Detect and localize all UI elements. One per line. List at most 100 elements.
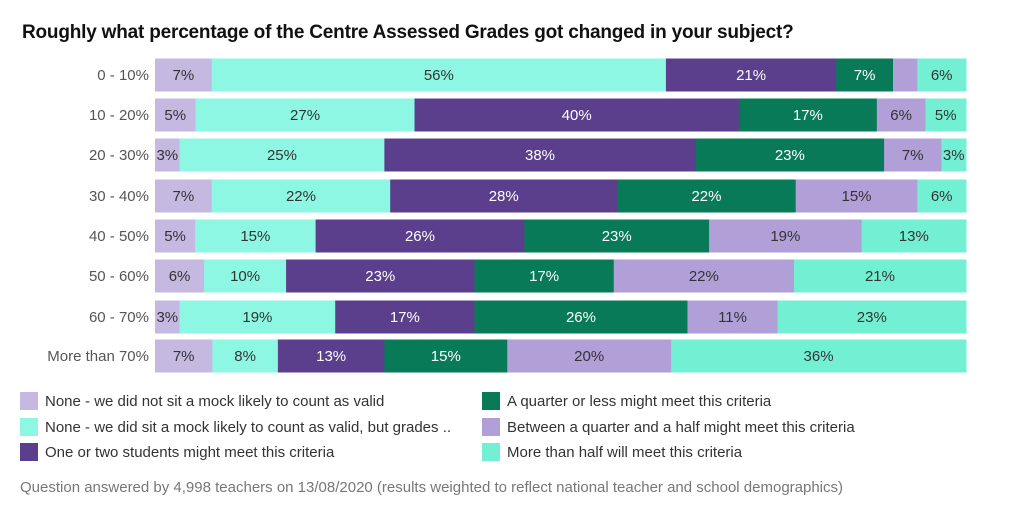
- bar-segment: [155, 219, 196, 253]
- data-label: 5%: [935, 107, 957, 124]
- data-label: 6%: [931, 188, 953, 205]
- bar-segment: [384, 339, 508, 373]
- data-label: 10%: [230, 268, 260, 285]
- data-label: 15%: [841, 188, 871, 205]
- legend-item: More than half will meet this criteria: [482, 443, 742, 461]
- bar-segment: [155, 98, 197, 132]
- data-label: 6%: [931, 67, 953, 84]
- bar-segment: [335, 300, 475, 334]
- bar-segment: [709, 219, 863, 253]
- data-label: 22%: [691, 188, 721, 205]
- data-label: 15%: [240, 228, 270, 245]
- data-label: 5%: [164, 228, 186, 245]
- bar-segment: [795, 179, 918, 213]
- data-label: 6%: [890, 107, 912, 124]
- legend-item: Between a quarter and a half might meet …: [482, 418, 855, 436]
- bar-segment: [211, 179, 391, 213]
- bar-segment: [195, 219, 317, 253]
- bar-segment: [507, 339, 672, 373]
- data-label: 23%: [365, 268, 395, 285]
- category-label: 60 - 70%: [89, 309, 149, 326]
- bar-segment: [474, 300, 688, 334]
- data-label: 23%: [857, 309, 887, 326]
- legend-swatch: [482, 418, 500, 436]
- legend-label: A quarter or less might meet this criter…: [507, 392, 772, 410]
- data-label: 22%: [689, 268, 719, 285]
- data-label: 36%: [804, 348, 834, 365]
- data-label: 17%: [793, 107, 823, 124]
- legend-swatch: [482, 392, 500, 410]
- data-label: 7%: [173, 67, 195, 84]
- category-label: More than 70%: [47, 348, 149, 365]
- bar-segment: [155, 58, 213, 92]
- category-label: 10 - 20%: [89, 107, 149, 124]
- bar-segment: [195, 98, 416, 132]
- bar-segment: [836, 58, 894, 92]
- category-label: 40 - 50%: [89, 228, 149, 245]
- data-label: 11%: [718, 309, 747, 326]
- bar-segment: [204, 259, 287, 293]
- bar-segment: [893, 58, 918, 92]
- data-label: 5%: [164, 107, 186, 124]
- bar-segment: [613, 259, 795, 293]
- data-label: 21%: [865, 268, 895, 285]
- legend-item: One or two students might meet this crit…: [20, 443, 334, 461]
- data-label: 15%: [431, 348, 461, 365]
- legend-item: None - we did not sit a mock likely to c…: [20, 392, 384, 410]
- data-label: 17%: [390, 309, 420, 326]
- bar-segment: [155, 339, 213, 373]
- data-label: 56%: [424, 67, 454, 84]
- data-label: 19%: [770, 228, 800, 245]
- bar-segment: [524, 219, 710, 253]
- data-label: 40%: [562, 107, 592, 124]
- legend-item: A quarter or less might meet this criter…: [482, 392, 771, 410]
- category-label: 30 - 40%: [89, 188, 149, 205]
- bar-segment: [179, 300, 336, 334]
- stacked-bar-chart: 0 - 10% 7% 56% 21% 7% 6% 10 - 20% 5% 27% 40% 17% 6%…: [47, 58, 967, 373]
- bar-segment: [155, 259, 205, 293]
- data-label: 7%: [173, 188, 195, 205]
- category-label: 0 - 10%: [97, 67, 149, 84]
- bar-segment: [384, 138, 697, 172]
- bar-segment: [277, 339, 385, 373]
- bar-segment: [155, 300, 181, 334]
- bar-segment: [390, 179, 618, 213]
- data-label: 6%: [169, 268, 191, 285]
- bar-segment: [925, 98, 967, 132]
- data-label: 19%: [242, 309, 272, 326]
- bar-segment: [211, 58, 667, 92]
- data-label: 26%: [405, 228, 435, 245]
- data-label: 20%: [574, 348, 604, 365]
- data-label: 3%: [156, 147, 178, 164]
- data-label: 13%: [316, 348, 346, 365]
- data-label: 23%: [602, 228, 632, 245]
- footer-note: Question answered by 4,998 teachers on 1…: [20, 479, 844, 496]
- data-label: 28%: [489, 188, 519, 205]
- bar-segment: [665, 58, 837, 92]
- data-label: 22%: [286, 188, 316, 205]
- data-label: 38%: [525, 147, 555, 164]
- bar-segment: [617, 179, 797, 213]
- bar-segment: [738, 98, 878, 132]
- bar-segment: [861, 219, 967, 253]
- bar-segment: [917, 179, 967, 213]
- data-label: 3%: [156, 309, 178, 326]
- chart-title: Roughly what percentage of the Centre As…: [22, 22, 794, 43]
- bar-segment: [884, 138, 942, 172]
- bar-segment: [793, 259, 967, 293]
- bar-segment: [876, 98, 926, 132]
- legend-swatch: [482, 443, 500, 461]
- bar-segment: [941, 138, 967, 172]
- data-label: 7%: [173, 348, 195, 365]
- data-label: 7%: [902, 147, 924, 164]
- legend-swatch: [20, 418, 38, 436]
- bar-segment: [212, 339, 279, 373]
- bar-segment: [671, 339, 967, 373]
- data-label: 23%: [775, 147, 805, 164]
- bar-segment: [474, 259, 615, 293]
- data-label: 26%: [566, 309, 596, 326]
- bar-segment: [414, 98, 740, 132]
- legend-item: None - we did sit a mock likely to count…: [20, 418, 451, 436]
- category-label: 20 - 30%: [89, 147, 149, 164]
- data-label: 21%: [736, 67, 766, 84]
